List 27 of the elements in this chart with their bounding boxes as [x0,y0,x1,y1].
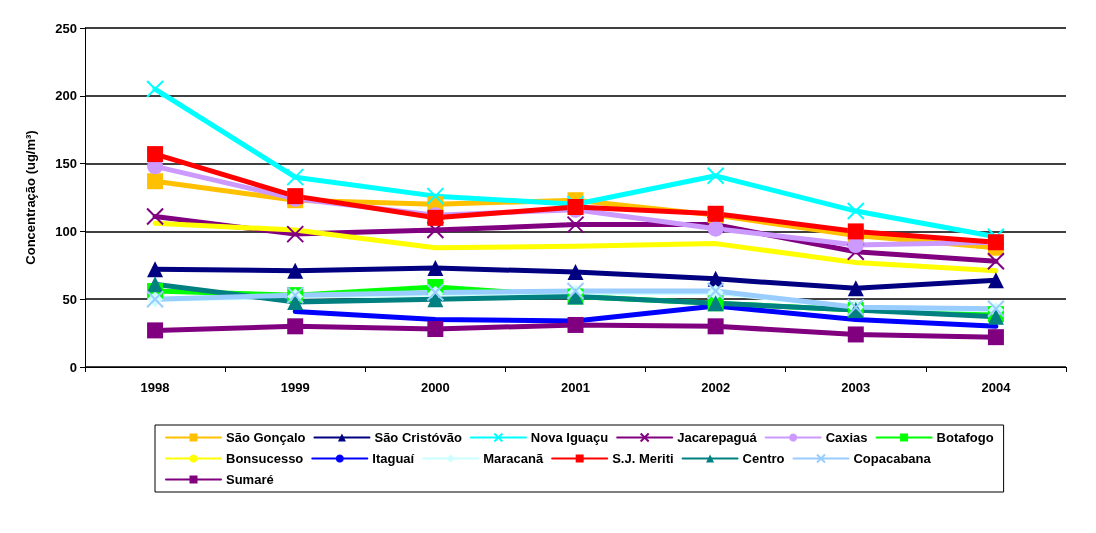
x-tick-label: 2002 [701,380,731,395]
legend-label: São Gonçalo [226,430,306,445]
legend-label: Sumaré [226,472,274,487]
legend-label: Maracanã [483,451,544,466]
legend-label: Bonsucesso [226,451,304,466]
legend-label: S.J. Meriti [612,451,674,466]
legend-label: Caxias [825,430,868,445]
x-tick-label: 2000 [420,380,450,395]
x-tick-label: 2003 [841,380,871,395]
legend-label: Itaguaí [372,451,415,466]
y-axis-title: Concentração (ug/m³) [23,130,38,265]
legend-label: Nova Iguaçu [530,430,609,445]
x-tick-label: 2004 [981,380,1012,395]
legend-label: Jacarepaguá [677,430,758,445]
y-tick-label: 50 [62,291,77,307]
x-tick-label: 1998 [140,380,170,395]
legend-label: São Cristóvão [374,430,462,445]
y-tick-label: 0 [69,359,77,375]
y-tick-label: 200 [55,88,77,104]
legend-label: Copacabana [853,451,932,466]
x-tick-label: 2001 [561,380,590,395]
legend-label: Botafogo [936,430,994,445]
x-tick-label: 1999 [280,380,310,395]
legend-label: Centro [742,451,785,466]
y-tick-label: 150 [55,156,77,172]
y-tick-label: 250 [55,20,77,36]
y-tick-label: 100 [55,223,77,239]
